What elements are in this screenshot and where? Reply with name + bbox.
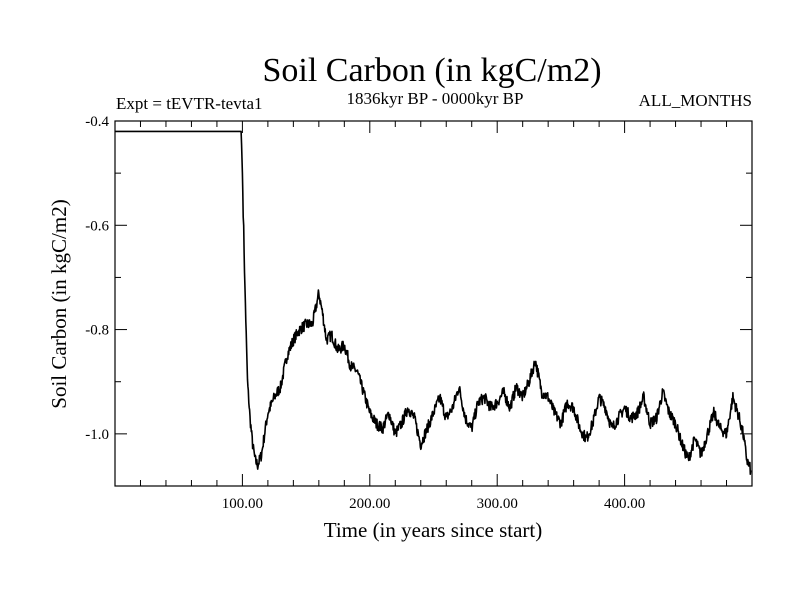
y-tick-label-1: -0.6 <box>85 218 109 234</box>
x-axis-ticks <box>139 121 728 486</box>
x-axis-label: Time (in years since start) <box>324 518 543 542</box>
y-tick-label-0: -0.4 <box>85 114 109 130</box>
plot-frame <box>114 120 753 487</box>
x-axis-tick-labels: 100.00 200.00 300.00 400.00 <box>222 496 645 512</box>
y-axis-ticks <box>115 120 752 487</box>
x-tick-label-0: 100.00 <box>222 496 263 512</box>
y-tick-label-3: -1.0 <box>85 427 109 443</box>
x-tick-label-3: 400.00 <box>604 496 645 512</box>
x-tick-label-1: 200.00 <box>349 496 390 512</box>
chart-title: Soil Carbon (in kgC/m2) <box>262 52 601 89</box>
y-axis-tick-labels: -0.4 -0.6 -0.8 -1.0 <box>85 114 109 443</box>
soil-carbon-series-line <box>114 130 752 475</box>
subtitle-months: ALL_MONTHS <box>639 91 752 110</box>
y-tick-label-2: -0.8 <box>85 323 109 339</box>
x-tick-label-2: 300.00 <box>477 496 518 512</box>
subtitle-period: 1836kyr BP - 0000kyr BP <box>347 89 524 108</box>
y-axis-label: Soil Carbon (in kgC/m2) <box>47 199 71 408</box>
subtitle-experiment: Expt = tEVTR-tevta1 <box>116 94 263 113</box>
